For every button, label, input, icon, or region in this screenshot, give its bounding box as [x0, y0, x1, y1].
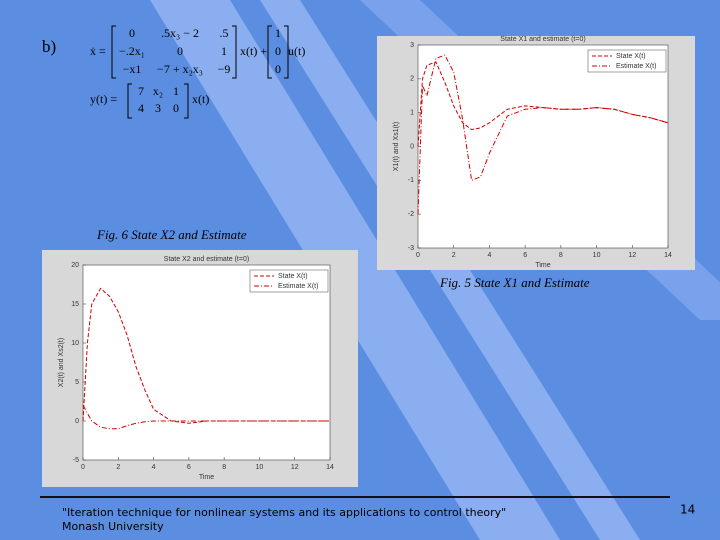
- x-tick-label: 10: [593, 252, 601, 259]
- x-tick-label: 14: [664, 252, 672, 259]
- matrix-entry: 1: [173, 84, 179, 98]
- y-tick-label: -5: [73, 457, 79, 464]
- y-axis-label: X1(t) and Xs1(t): [393, 122, 400, 171]
- plot-area: [82, 264, 331, 461]
- x-tick-label: 4: [152, 464, 156, 471]
- footer-source: Monash University: [62, 520, 164, 533]
- matrix-entry: 7: [138, 84, 144, 98]
- y-tick-label: 0: [75, 418, 79, 425]
- legend-label: State X(t): [616, 53, 646, 60]
- y-axis-label: X2(t) and Xs2(t): [58, 338, 65, 387]
- x-tick-label: 4: [487, 252, 491, 259]
- matrix-entry: 0: [275, 62, 281, 76]
- eq-text: y(t) =: [90, 92, 117, 106]
- x-tick-label: 14: [326, 464, 334, 471]
- y-tick-label: 15: [71, 301, 79, 308]
- x-tick-label: 12: [291, 464, 299, 471]
- eq-text: x(t): [192, 92, 209, 106]
- matrix-entry: 0: [275, 44, 281, 58]
- matrix-entry: 0: [129, 26, 135, 40]
- matrix-entry: x₂: [153, 84, 163, 98]
- x-tick-label: 0: [416, 252, 420, 259]
- eq-text: x(t) +: [240, 44, 267, 58]
- matrix-entry: −7 + x₂x₃: [157, 62, 203, 76]
- x-tick-label: 12: [628, 252, 636, 259]
- x-axis-label: Time: [535, 262, 550, 269]
- chart-title: State X1 and estimate (t=0): [500, 36, 585, 43]
- matrix-entry: 3: [155, 101, 161, 115]
- y-tick-label: 5: [75, 379, 79, 386]
- y-tick-label: -1: [408, 177, 414, 184]
- x-tick-label: 6: [187, 464, 191, 471]
- series-line: [417, 61, 669, 147]
- equation: ẋ = x(t) + u(t) y(t) = x(t) 0 .5x₃ − 2 .5 −…: [90, 25, 305, 119]
- legend-label: Estimate X(t): [616, 63, 656, 70]
- eq-text: ẋ =: [90, 44, 106, 58]
- x-tick-label: 0: [81, 464, 85, 471]
- bracket: [111, 25, 289, 79]
- plot-area: [417, 44, 669, 249]
- slide-label: b): [42, 37, 56, 56]
- x-tick-label: 6: [523, 252, 527, 259]
- y-tick-label: 3: [410, 42, 414, 49]
- series-line: [417, 54, 669, 215]
- matrix-entry: 4: [138, 101, 144, 115]
- matrix-entry: .5x₃ − 2: [161, 26, 199, 40]
- x-tick-label: 8: [222, 464, 226, 471]
- y-tick-label: -3: [408, 245, 414, 252]
- matrix-entry: −.2x₁: [119, 44, 145, 58]
- footer-quote: "Iteration technique for nonlinear syste…: [62, 506, 506, 519]
- legend-label: Estimate X(t): [278, 283, 318, 290]
- x-tick-label: 10: [256, 464, 264, 471]
- x-tick-label: 2: [116, 464, 120, 471]
- matrix-entry: 0: [173, 101, 179, 115]
- caption: Fig. 6 State X2 and Estimate: [96, 227, 247, 242]
- y-tick-label: 0: [410, 143, 414, 150]
- y-tick-label: 20: [71, 262, 79, 269]
- series-line: [82, 405, 330, 430]
- matrix-entry: 1: [275, 26, 281, 40]
- y-tick-label: 1: [410, 110, 414, 117]
- matrix-entry: .5: [220, 26, 229, 40]
- matrix-entry: −9: [218, 62, 231, 76]
- x-axis-label: Time: [199, 474, 214, 481]
- y-tick-label: -2: [408, 211, 414, 218]
- matrix-entry: 1: [221, 44, 227, 58]
- caption: Fig. 5 State X1 and Estimate: [439, 275, 590, 290]
- x-tick-label: 2: [452, 252, 456, 259]
- legend-label: State X(t): [278, 273, 308, 280]
- x-tick-label: 8: [559, 252, 563, 259]
- page-number: 14: [680, 503, 695, 517]
- chart-title: State X2 and estimate (t=0): [164, 256, 249, 263]
- y-tick-label: 2: [410, 76, 414, 83]
- matrix-entry: 0: [177, 44, 183, 58]
- y-tick-label: 10: [71, 340, 79, 347]
- matrix-entry: −x1: [123, 62, 142, 76]
- bracket: [127, 83, 189, 119]
- eq-text: u(t): [288, 44, 305, 58]
